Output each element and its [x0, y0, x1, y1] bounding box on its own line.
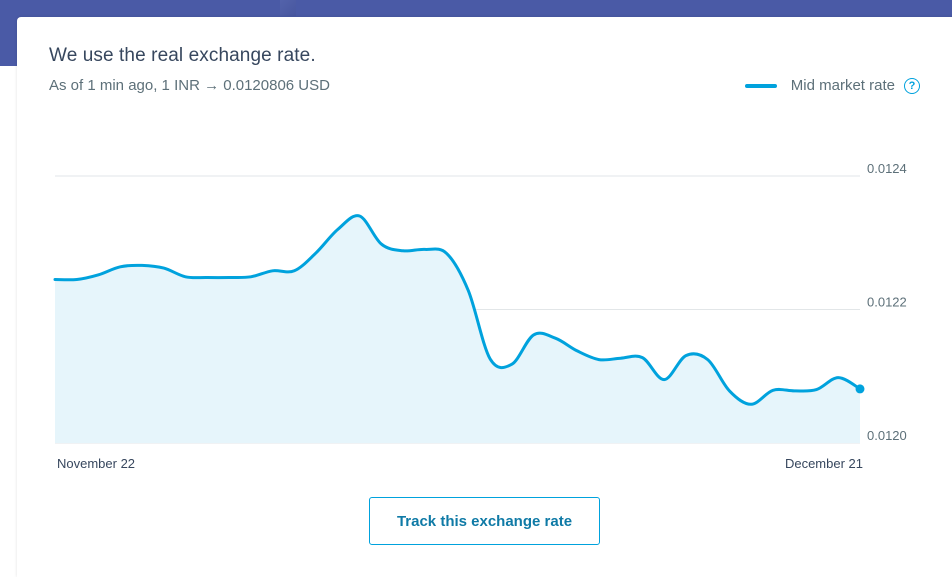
rate-area-fill: [55, 215, 860, 443]
x-tick-label: November 22: [57, 456, 135, 471]
card-title: We use the real exchange rate.: [49, 45, 316, 66]
y-axis-labels: 0.0124 0.0122 0.0120: [867, 161, 907, 443]
legend-label: Mid market rate: [790, 77, 895, 94]
chart-legend: Mid market rate ?: [744, 77, 920, 94]
x-tick-label: December 21: [785, 456, 863, 471]
x-axis-labels: November 22 December 21: [57, 456, 863, 471]
banner-stripe: [280, 0, 296, 16]
y-tick-label: 0.0122: [867, 295, 907, 310]
y-tick-label: 0.0124: [867, 161, 907, 176]
question-circle-icon[interactable]: ?: [904, 77, 920, 94]
legend-swatch: [744, 83, 777, 88]
rate-line: [53, 214, 862, 406]
track-exchange-rate-button[interactable]: Track this exchange rate: [369, 497, 600, 545]
current-rate-point[interactable]: [855, 384, 865, 394]
y-tick-label: 0.0120: [867, 428, 907, 443]
rate-subtitle: As of 1 min ago, 1 INR → 0.0120806 USD: [49, 77, 330, 94]
rate-chart: 0.0124 0.0122 0.0120 November 22 December 2…: [53, 161, 907, 471]
